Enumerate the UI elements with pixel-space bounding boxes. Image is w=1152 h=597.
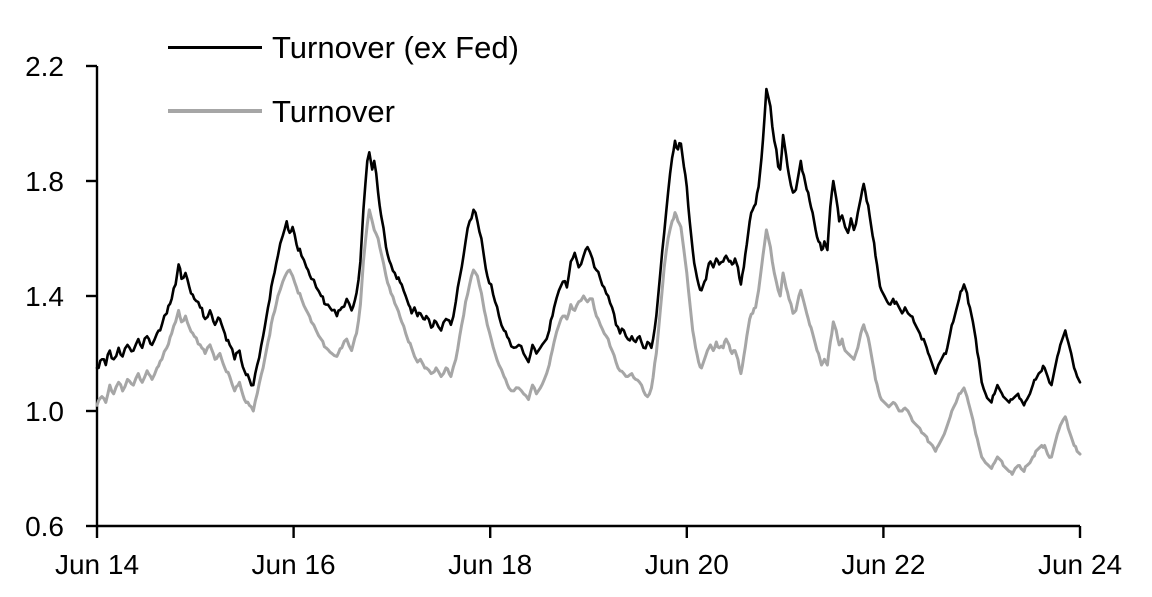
y-axis-tick-label: 1.8	[25, 166, 64, 197]
legend-item-turnover: Turnover	[168, 93, 395, 129]
legend-label-turnover: Turnover	[272, 93, 395, 129]
x-axis-tick-label: Jun 16	[252, 549, 336, 580]
axes	[95, 66, 1080, 528]
y-axis-tick-label: 2.2	[25, 51, 64, 82]
y-axis-tick-label: 0.6	[25, 511, 64, 542]
x-axis-tick-label: Jun 22	[841, 549, 925, 580]
x-axis-tick-label: Jun 14	[55, 549, 139, 580]
series-line-turnover	[95, 208, 1082, 476]
y-axis-tick-label: 1.4	[25, 281, 64, 312]
legend-label-turnover-ex-fed: Turnover (ex Fed)	[272, 29, 519, 65]
legend-line-black	[168, 45, 262, 49]
x-axis-tick-label: Jun 18	[448, 549, 532, 580]
series-line-turnover-ex-fed	[95, 87, 1082, 407]
x-axis-tick-label: Jun 20	[645, 549, 729, 580]
legend-item-turnover-ex-fed: Turnover (ex Fed)	[168, 29, 519, 65]
y-axis-tick-label: 1.0	[25, 396, 64, 427]
x-axis-tick-label: Jun 24	[1038, 549, 1122, 580]
legend-line-gray	[168, 109, 262, 113]
